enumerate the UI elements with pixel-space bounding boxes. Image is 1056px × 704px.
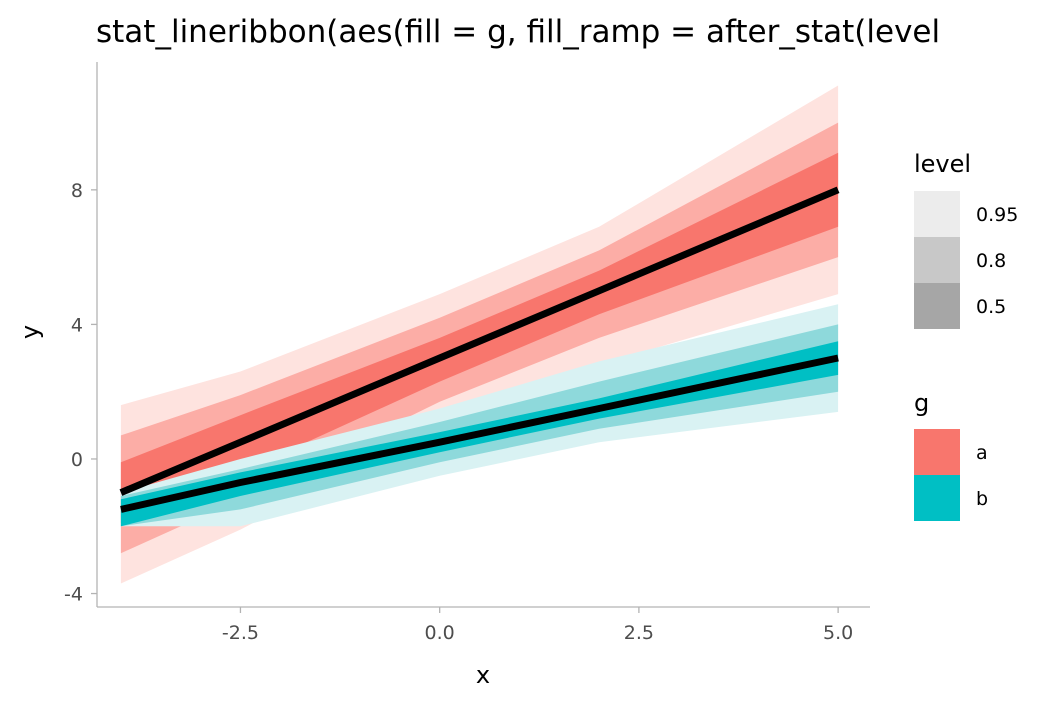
legend-key-g-a <box>914 429 960 475</box>
legend-label-level-0.5: 0.5 <box>976 296 1006 318</box>
ribbon-layer <box>120 85 839 584</box>
chart-title: stat_lineribbon(aes(fill = g, fill_ramp … <box>96 14 940 50</box>
legend-label-g-a: a <box>976 442 988 464</box>
x-tick-label: 0.0 <box>425 622 455 644</box>
legend-label-level-0.95: 0.95 <box>976 204 1018 226</box>
y-tick-label: 8 <box>71 180 83 202</box>
median-line-b <box>120 354 839 513</box>
x-tick-label: -2.5 <box>222 622 259 644</box>
legend-key-level-0.5 <box>914 283 960 329</box>
median-line-layer <box>119 186 840 513</box>
legend: level 0.95 0.8 0.5 g a b <box>914 150 1018 521</box>
axes-layer: -2.5 0.0 2.5 5.0 -4 0 4 8 <box>64 62 870 644</box>
legend-key-level-0.95 <box>914 191 960 237</box>
legend-key-level-0.8 <box>914 237 960 283</box>
legend-label-level-0.8: 0.8 <box>976 250 1006 272</box>
y-tick-label: 0 <box>71 449 83 471</box>
legend-key-g-b <box>914 475 960 521</box>
y-tick-label: 4 <box>71 314 83 336</box>
legend-label-g-b: b <box>976 488 988 510</box>
y-axis-title: y <box>16 325 44 339</box>
y-tick-label: -4 <box>64 584 83 606</box>
median-line-a <box>119 186 840 496</box>
x-tick-label: 5.0 <box>823 622 853 644</box>
legend-title-g: g <box>914 389 929 417</box>
x-tick-label: 2.5 <box>624 622 654 644</box>
legend-title-level: level <box>914 150 971 178</box>
x-axis-title: x <box>476 661 490 689</box>
